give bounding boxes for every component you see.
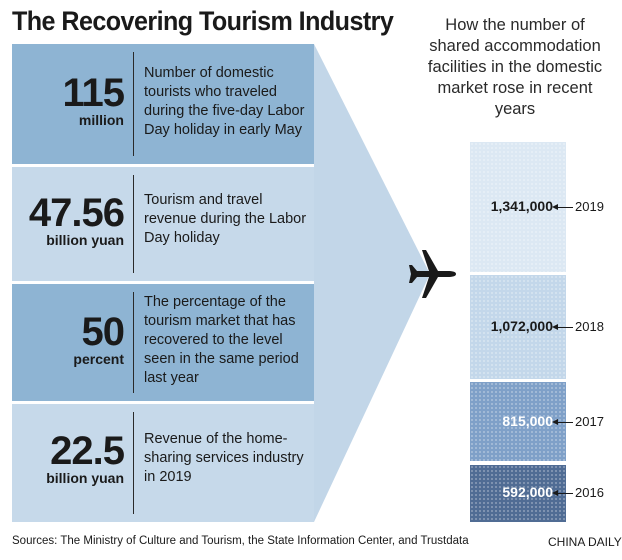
bar-2019 (470, 142, 566, 273)
pointer-line (556, 493, 573, 495)
bar-value-label: 592,000 (502, 484, 553, 501)
stat-value: 50 (81, 310, 126, 354)
stat-value: 22.5 (50, 429, 125, 473)
bar-2017 (470, 382, 566, 462)
year-label: 2016 (575, 485, 604, 501)
infographic-title: The Recovering Tourism Industry (12, 6, 394, 36)
stat-description: The percentage of the tourism market tha… (144, 294, 299, 386)
stat-unit: percent (73, 351, 124, 367)
pointer-line (556, 327, 573, 329)
stat-unit: billion yuan (46, 232, 124, 248)
stat-row-revenue: 47.56 billion yuan Tourism and travel re… (12, 167, 314, 281)
year-label: 2017 (575, 413, 604, 429)
stat-description: Tourism and travel revenue during the La… (144, 192, 307, 246)
bar-value-label: 1,341,000 (490, 198, 553, 215)
chart-title: How the number of shared accommodation f… (427, 16, 603, 118)
stat-unit: billion yuan (46, 470, 124, 486)
stat-description: Revenue of the home-sharing services ind… (144, 431, 304, 485)
stat-divider (133, 292, 134, 393)
bar-2018 (470, 275, 566, 380)
bar-value-label: 815,000 (502, 412, 553, 429)
bar-2016 (470, 464, 566, 522)
stat-row-home-sharing: 22.5 billion yuan Revenue of the home-sh… (12, 404, 314, 522)
stat-value: 47.56 (28, 191, 125, 235)
pointer-line (556, 207, 573, 209)
pointer-arrow (552, 490, 558, 497)
stat-row-tourists: 115 million Number of domestic tourists … (12, 44, 314, 164)
stat-description: Number of domestic tourists who traveled… (144, 65, 305, 138)
pointer-arrow (552, 324, 558, 331)
stat-divider (133, 52, 134, 156)
pointer-line (556, 421, 573, 423)
pointer-arrow (552, 204, 558, 211)
stat-row-recovery: 50 percent The percentage of the tourism… (12, 284, 314, 401)
stat-divider (133, 175, 134, 273)
stat-unit: million (78, 112, 124, 128)
stat-divider (133, 412, 134, 514)
airplane-icon (409, 250, 456, 298)
year-label: 2019 (575, 199, 604, 215)
pointer-arrow (552, 418, 558, 425)
source-note: Sources: The Ministry of Culture and Tou… (12, 535, 469, 547)
bar-value-label: 1,072,000 (490, 318, 553, 335)
year-label: 2018 (575, 319, 604, 335)
credit-label: CHINA DAILY (548, 535, 622, 549)
stat-value: 115 (62, 71, 125, 115)
